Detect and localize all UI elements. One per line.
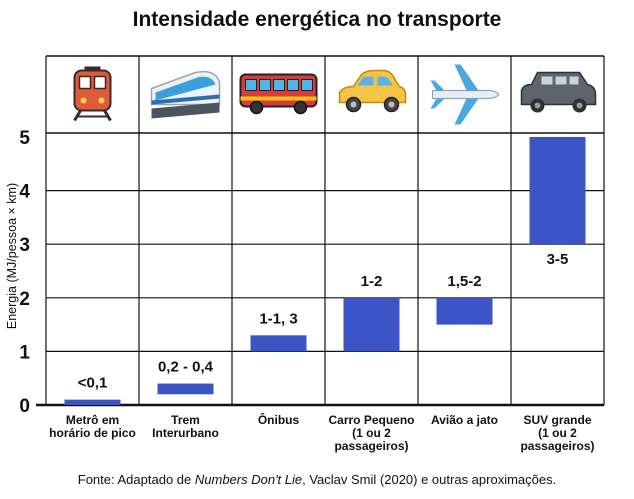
- small-car-icon: [338, 69, 407, 113]
- category-label: Carro Pequeno (1 ou 2 passageiros): [328, 413, 414, 453]
- category-label: Trem Interurbano: [152, 413, 219, 440]
- y-tick-label: 2: [19, 289, 30, 310]
- category-label: Metrô em horário de pico: [49, 413, 136, 440]
- source-prefix: Fonte: Adaptado de: [77, 472, 195, 487]
- vehicle-icons: [73, 64, 597, 125]
- bus-icon: [239, 73, 318, 115]
- source-book: Numbers Don't Lie: [194, 472, 303, 487]
- suv-icon: [520, 71, 597, 113]
- bar-value-label: 1,5-2: [447, 273, 481, 290]
- bar-5: [436, 297, 493, 325]
- bar-value-label: <0,1: [78, 375, 108, 392]
- source-note: Fonte: Adaptado de Numbers Don't Lie, Va…: [0, 472, 634, 487]
- y-tick-label: 3: [19, 235, 30, 256]
- bar-value-label: 3-5: [547, 251, 569, 268]
- y-tick-label: 4: [19, 182, 30, 203]
- category-label: Avião a jato: [431, 413, 498, 427]
- bar-4: [343, 297, 400, 352]
- source-suffix: , Vaclav Smil (2020) e outras aproximaçõ…: [302, 472, 557, 487]
- y-tick-label: 0: [19, 396, 30, 417]
- bar-6: [529, 137, 586, 245]
- high-speed-train-icon: [150, 70, 221, 119]
- bar-1: [64, 399, 121, 405]
- category-label: Ônibus: [258, 412, 300, 427]
- y-tick-label: 5: [19, 128, 30, 149]
- labels: 0 1 2 3 4 5 Energia (MJ/pessoa × km) <0,1 Metrô …: [5, 128, 595, 453]
- chart-title: Intensidade energética no transporte: [132, 8, 502, 31]
- y-axis-label: Energia (MJ/pessoa × km): [5, 183, 19, 329]
- bar-value-label: 1-1, 3: [259, 310, 297, 327]
- category-label: SUV grande (1 ou 2 passageiros): [520, 413, 594, 453]
- bar-value-label: 1-2: [361, 273, 383, 290]
- bars: [64, 137, 586, 405]
- airplane-icon: [430, 64, 500, 125]
- subway-train-icon: [73, 66, 112, 122]
- bar-2: [157, 383, 214, 395]
- y-tick-label: 1: [19, 342, 30, 363]
- bar-value-label: 0,2 - 0,4: [158, 359, 214, 376]
- bar-3: [250, 335, 307, 352]
- grid: [36, 55, 605, 407]
